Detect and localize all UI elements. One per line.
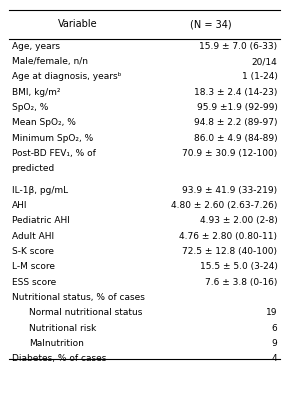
Text: Post-BD FEV₁, % of: Post-BD FEV₁, % of	[12, 149, 95, 158]
Text: L-M score: L-M score	[12, 262, 55, 271]
Text: Age, years: Age, years	[12, 42, 60, 51]
Text: 9: 9	[272, 339, 277, 348]
Text: predicted: predicted	[12, 164, 55, 174]
Text: 19: 19	[266, 308, 277, 317]
Text: SpO₂, %: SpO₂, %	[12, 103, 48, 112]
Text: 4.93 ± 2.00 (2-8): 4.93 ± 2.00 (2-8)	[200, 217, 277, 225]
Text: Pediatric AHI: Pediatric AHI	[12, 217, 69, 225]
Text: AHI: AHI	[12, 201, 27, 210]
Text: 4.80 ± 2.60 (2.63-7.26): 4.80 ± 2.60 (2.63-7.26)	[171, 201, 277, 210]
Text: Minimum SpO₂, %: Minimum SpO₂, %	[12, 134, 93, 143]
Text: 6: 6	[272, 324, 277, 333]
Text: 72.5 ± 12.8 (40-100): 72.5 ± 12.8 (40-100)	[182, 247, 277, 256]
Text: 20/14: 20/14	[252, 57, 277, 66]
Text: 86.0 ± 4.9 (84-89): 86.0 ± 4.9 (84-89)	[194, 134, 277, 143]
Text: Adult AHI: Adult AHI	[12, 232, 54, 241]
Text: 15.9 ± 7.0 (6-33): 15.9 ± 7.0 (6-33)	[199, 42, 277, 51]
Text: Nutritional risk: Nutritional risk	[29, 324, 96, 333]
Text: BMI, kg/m²: BMI, kg/m²	[12, 88, 60, 97]
Text: 70.9 ± 30.9 (12-100): 70.9 ± 30.9 (12-100)	[182, 149, 277, 158]
Text: 93.9 ± 41.9 (33-219): 93.9 ± 41.9 (33-219)	[182, 186, 277, 195]
Text: 4.76 ± 2.80 (0.80-11): 4.76 ± 2.80 (0.80-11)	[179, 232, 277, 241]
Text: Diabetes, % of cases: Diabetes, % of cases	[12, 354, 106, 363]
Text: 15.5 ± 5.0 (3-24): 15.5 ± 5.0 (3-24)	[200, 262, 277, 271]
Text: Age at diagnosis, yearsᵇ: Age at diagnosis, yearsᵇ	[12, 72, 121, 82]
Text: Male/female, n/n: Male/female, n/n	[12, 57, 88, 66]
Text: 18.3 ± 2.4 (14-23): 18.3 ± 2.4 (14-23)	[194, 88, 277, 97]
Text: 94.8 ± 2.2 (89-97): 94.8 ± 2.2 (89-97)	[194, 118, 277, 127]
Text: IL-1β, pg/mL: IL-1β, pg/mL	[12, 186, 68, 195]
Text: 95.9 ±1.9 (92-99): 95.9 ±1.9 (92-99)	[197, 103, 277, 112]
Text: Variable: Variable	[58, 19, 98, 29]
Text: ESS score: ESS score	[12, 278, 56, 287]
Text: 1 (1-24): 1 (1-24)	[242, 72, 277, 82]
Text: Mean SpO₂, %: Mean SpO₂, %	[12, 118, 75, 127]
Text: Normal nutritional status: Normal nutritional status	[29, 308, 142, 317]
Text: S-K score: S-K score	[12, 247, 53, 256]
Text: Malnutrition: Malnutrition	[29, 339, 84, 348]
Text: (N = 34): (N = 34)	[190, 19, 232, 29]
Text: Nutritional status, % of cases: Nutritional status, % of cases	[12, 293, 144, 302]
Text: 4: 4	[272, 354, 277, 363]
Text: 7.6 ± 3.8 (0-16): 7.6 ± 3.8 (0-16)	[205, 278, 277, 287]
